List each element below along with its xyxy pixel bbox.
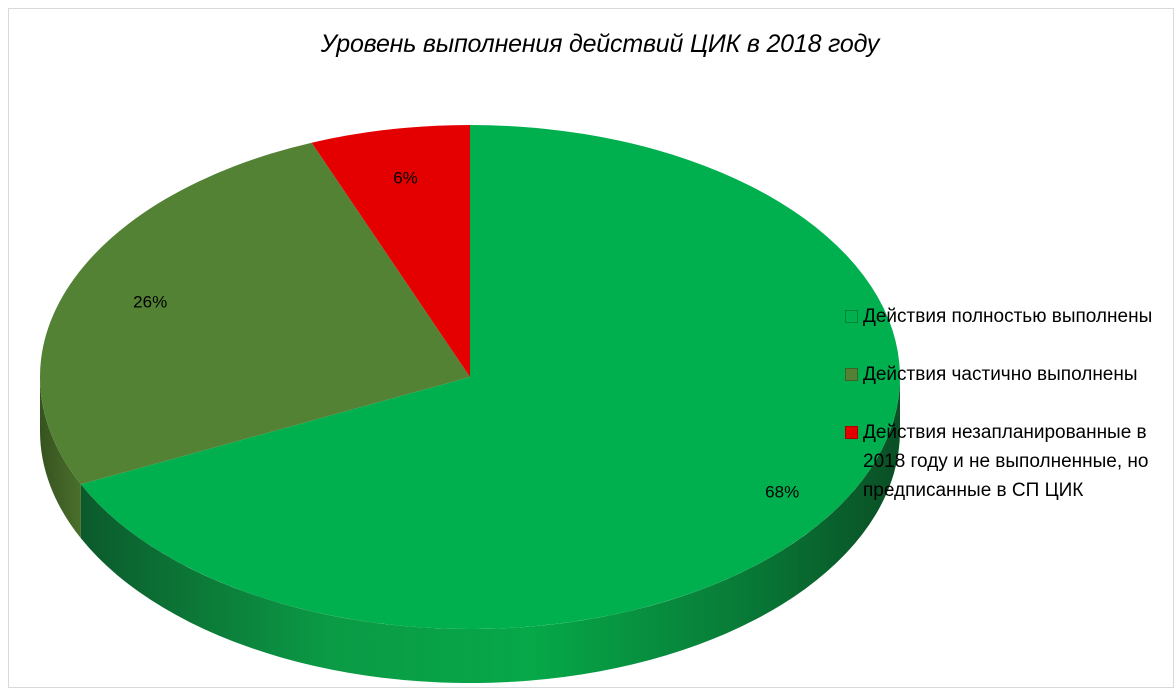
legend-label: Действия частично выполнены bbox=[863, 364, 1138, 385]
legend-label: Действия полностью выполнены bbox=[863, 306, 1153, 327]
data-label-действия-частично-выполнены: 26% bbox=[133, 292, 167, 311]
legend-label: Действия незапланированные в 2018 году и… bbox=[863, 422, 1149, 501]
legend-item-partially-completed[interactable]: Действия частично выполнены bbox=[835, 360, 1175, 389]
pie-side-действия-частично-выполнены bbox=[39, 377, 81, 539]
pie-slice-действия-полностью-выполнены[interactable] bbox=[80, 125, 900, 630]
data-label-действия-полностью-выполнены: 68% bbox=[765, 483, 799, 502]
pie-slice-действия-частично-выполнены[interactable] bbox=[39, 142, 470, 485]
legend-swatch-icon bbox=[845, 426, 858, 439]
pie-slice-действия-незапланированные-в-2018-году-и-не-выполненные-но-предписанные-в-сп-цик[interactable] bbox=[311, 125, 470, 377]
legend-swatch-icon bbox=[845, 310, 858, 323]
legend-item-unplanned[interactable]: Действия незапланированные в 2018 году и… bbox=[835, 418, 1175, 505]
legend-item-fully-completed[interactable]: Действия полностью выполнены bbox=[835, 302, 1175, 331]
data-label-действия-незапланированные-в-2018-году-и-не-выполненные-но-предписанные-в-сп-цик: 6% bbox=[393, 168, 418, 187]
legend-swatch-icon bbox=[845, 368, 858, 381]
legend: Действия полностью выполнены Действия ча… bbox=[835, 302, 1175, 505]
chart-title: Уровень выполнения действий ЦИК в 2018 г… bbox=[320, 30, 880, 58]
pie-side-действия-полностью-выполнены bbox=[80, 377, 900, 684]
